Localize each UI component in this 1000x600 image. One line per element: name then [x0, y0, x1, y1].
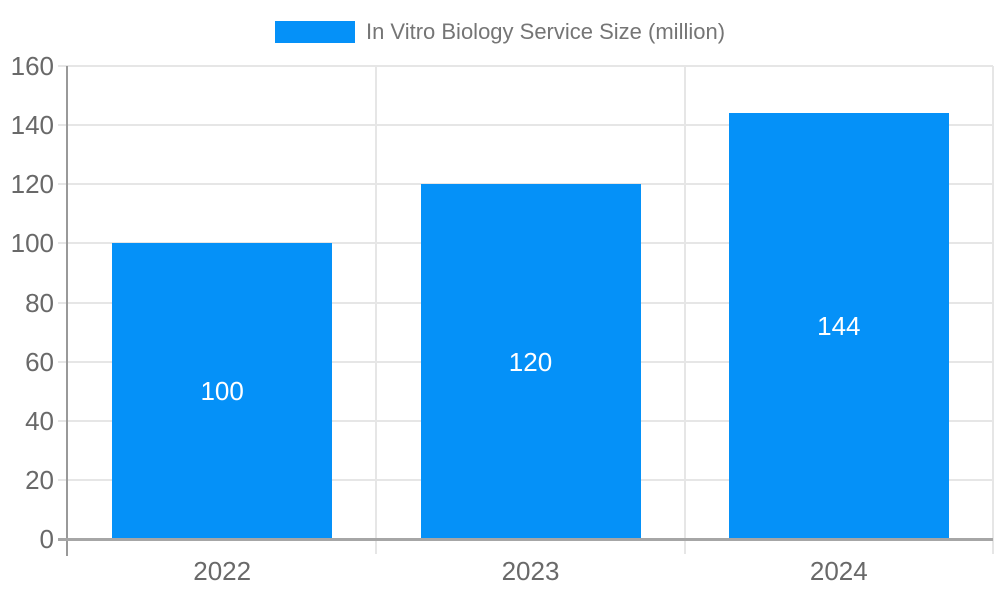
category-gridline	[683, 66, 686, 554]
y-gridline	[58, 124, 993, 127]
bar-value-label: 120	[508, 346, 553, 377]
y-tick-label: 40	[25, 405, 54, 436]
legend-item[interactable]: In Vitro Biology Service Size (million)	[0, 18, 1000, 46]
bar-value-label: 144	[817, 311, 861, 342]
legend-label: In Vitro Biology Service Size (million)	[365, 19, 726, 44]
y-tick-label: 20	[25, 464, 54, 495]
y-tick-label: 160	[10, 51, 54, 81]
category-gridline	[375, 66, 378, 554]
y-tick-label: 100	[10, 228, 54, 259]
bar[interactable]	[112, 243, 333, 539]
y-tick-label: 80	[25, 287, 54, 318]
y-tick-label: 60	[25, 346, 54, 377]
bar[interactable]	[728, 113, 949, 539]
bar[interactable]	[420, 184, 641, 539]
x-tick-label: 2023	[501, 556, 560, 586]
y-tick-label: 120	[10, 169, 54, 200]
y-tick-label: 140	[10, 110, 54, 141]
x-axis-line	[58, 538, 993, 541]
y-tick-label: 0	[39, 524, 54, 554]
category-gridline	[992, 66, 994, 554]
x-tick-label: 2024	[809, 556, 868, 586]
legend-swatch	[274, 21, 355, 43]
y-gridline	[58, 65, 993, 67]
y-axis-line	[66, 66, 68, 556]
x-tick-label: 2022	[193, 556, 252, 586]
bar-value-label: 100	[200, 376, 244, 407]
